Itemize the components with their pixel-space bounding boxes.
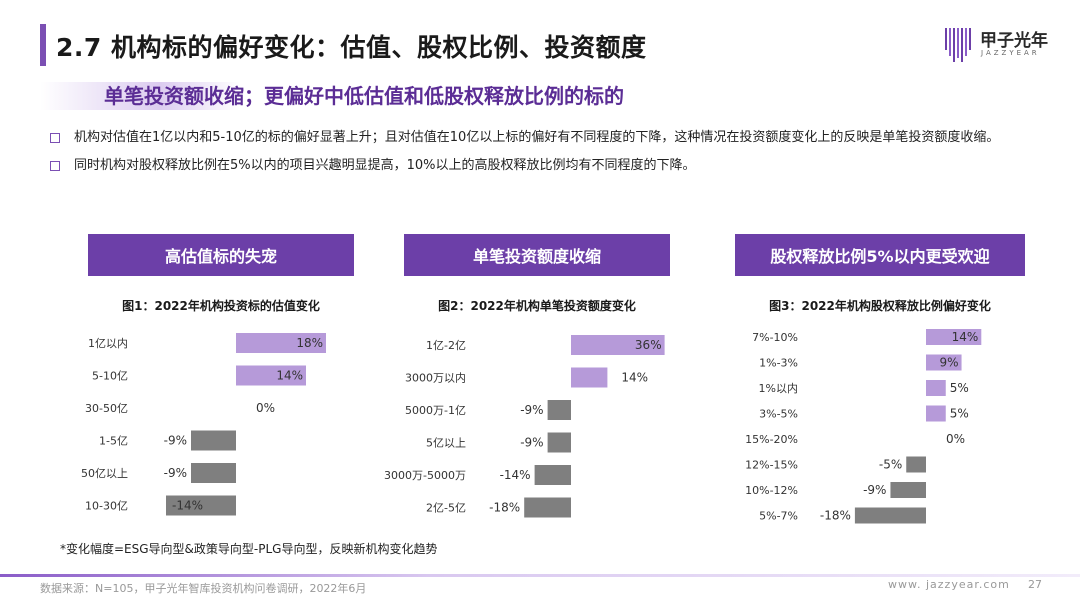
data-label: 14% — [952, 330, 979, 344]
panel-header-investment: 单笔投资额度收缩 — [404, 234, 670, 276]
chart-2-title: 图2：2022年机构单笔投资额度变化 — [438, 299, 636, 313]
footnote: *变化幅度=ESG导向型&政策导向型-PLG导向型，反映新机构变化趋势 — [60, 542, 438, 556]
bar — [547, 400, 571, 420]
category-label: 1%-3% — [759, 357, 798, 370]
category-label: 10-30亿 — [85, 500, 128, 513]
data-label: 0% — [256, 401, 275, 415]
website-link[interactable]: www. jazzyear.com — [888, 578, 1010, 591]
data-label: 14% — [276, 369, 303, 383]
bar — [571, 367, 608, 388]
bar — [926, 354, 962, 371]
category-label: 7%-10% — [752, 331, 798, 344]
subtitle: 单笔投资额收缩；更偏好中低估值和低股权释放比例的标的 — [104, 84, 624, 108]
bullet-item: 机构对估值在1亿以内和5-10亿的标的偏好显著上升；且对估值在10亿以上标的偏好… — [50, 128, 1040, 148]
category-label: 5亿以上 — [426, 437, 466, 450]
data-label: -9% — [520, 436, 543, 450]
bullet-square-icon — [50, 133, 60, 143]
data-label: 36% — [635, 338, 662, 352]
chart-3-title: 图3：2022年机构股权释放比例偏好变化 — [769, 299, 991, 313]
category-label: 50亿以上 — [81, 467, 128, 480]
category-label: 30-50亿 — [85, 402, 128, 415]
data-label: 0% — [946, 432, 965, 446]
bar — [534, 465, 571, 485]
bar — [236, 333, 326, 353]
logo-text-cn: 甲子光年 — [980, 31, 1048, 51]
data-label: 14% — [621, 371, 648, 385]
category-label: 1亿以内 — [88, 336, 128, 350]
bullet-square-icon — [50, 161, 60, 171]
category-label: 5000万-1亿 — [405, 404, 466, 417]
category-label: 1%以内 — [759, 381, 798, 395]
data-label: -5% — [879, 458, 902, 472]
bar — [854, 507, 926, 524]
data-label: -9% — [520, 403, 543, 417]
data-label: -18% — [489, 501, 520, 515]
bar — [890, 482, 926, 498]
bar — [191, 430, 236, 451]
bullet-text: 机构对估值在1亿以内和5-10亿的标的偏好显著上升；且对估值在10亿以上标的偏好… — [74, 130, 1000, 145]
logo-mark-icon — [945, 28, 971, 62]
bar — [547, 432, 571, 453]
bar — [906, 456, 926, 473]
category-label: 3000万以内 — [405, 371, 466, 385]
bar — [926, 380, 946, 396]
category-label: 10%-12% — [745, 484, 798, 497]
category-label: 15%-20% — [745, 433, 798, 446]
bar — [524, 497, 571, 518]
data-source: 数据来源：N=105，甲子光年智库投资机构问卷调研，2022年6月 — [40, 582, 367, 595]
title-accent-bar — [40, 24, 46, 66]
panel-header-valuation: 高估值标的失宠 — [88, 234, 354, 276]
panel-header-equity: 股权释放比例5%以内更受欢迎 — [735, 234, 1025, 276]
category-label: 5%-7% — [759, 510, 798, 523]
data-label: 18% — [296, 336, 323, 350]
data-label: 9% — [940, 356, 959, 370]
bullet-text: 同时机构对股权释放比例在5%以内的项目兴趣明显提高，10%以上的高股权释放比例均… — [74, 158, 696, 173]
bar — [236, 365, 306, 386]
bullet-item: 同时机构对股权释放比例在5%以内的项目兴趣明显提高，10%以上的高股权释放比例均… — [50, 156, 1040, 176]
category-label: 5-10亿 — [92, 370, 128, 383]
page-number: 27 — [1028, 578, 1042, 591]
chart-2-investment-amount: 1亿-2亿 36% 3000万以内 14% 5000万-1亿 -9% 5亿以上 -9% 3000… — [384, 335, 665, 518]
data-label: 5% — [950, 381, 969, 395]
bar — [191, 463, 236, 483]
data-label: -14% — [172, 499, 203, 513]
bar — [571, 335, 665, 355]
category-label: 2亿-5亿 — [426, 502, 466, 515]
category-label: 1亿-2亿 — [426, 339, 466, 352]
data-label: -9% — [164, 466, 187, 480]
page-title: 2.7 机构标的偏好变化：估值、股权比例、投资额度 — [56, 33, 647, 62]
data-label: -18% — [820, 509, 851, 523]
data-label: -9% — [164, 434, 187, 448]
subtitle-highlight — [40, 82, 240, 110]
subtitle-block: 单笔投资额收缩；更偏好中低估值和低股权释放比例的标的 — [40, 76, 740, 116]
data-label: 5% — [950, 407, 969, 421]
bullet-list: 机构对估值在1亿以内和5-10亿的标的偏好显著上升；且对估值在10亿以上标的偏好… — [50, 128, 1040, 184]
chart-3-equity-ratio: 7%-10% 14% 1%-3% 9% 1%以内 5% 3%-5% 5% 15%-20% 0% 12… — [745, 329, 982, 524]
logo-text-en: JAZZYEAR — [981, 49, 1040, 57]
footer-divider — [0, 574, 1080, 577]
bar — [166, 495, 236, 516]
data-label: -9% — [863, 483, 886, 497]
category-label: 1-5亿 — [99, 435, 128, 448]
bar — [926, 405, 946, 422]
data-label: -14% — [500, 468, 531, 482]
chart-1-valuation: 1亿以内 18% 5-10亿 14% 30-50亿 0% 1-5亿 -9% 50亿以上 -9% 10… — [81, 333, 326, 516]
category-label: 3%-5% — [759, 408, 798, 421]
category-label: 3000万-5000万 — [384, 469, 466, 482]
chart-1-title: 图1：2022年机构投资标的估值变化 — [122, 299, 320, 313]
bar — [926, 329, 982, 345]
category-label: 12%-15% — [745, 459, 798, 472]
logo: 甲子光年 JAZZYEAR — [944, 22, 1064, 66]
